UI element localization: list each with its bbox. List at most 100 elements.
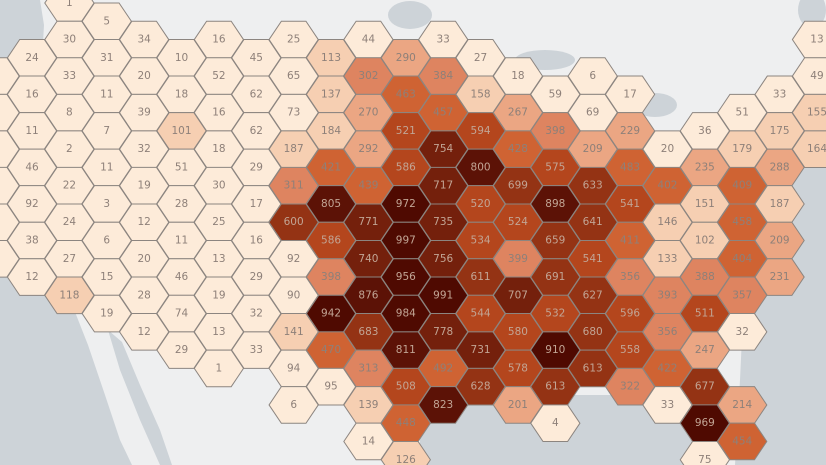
hex-bin[interactable]: 13	[193, 313, 245, 351]
hex-bin[interactable]: 33	[642, 386, 693, 424]
hex-bin[interactable]: 17	[231, 185, 282, 223]
hex-bin[interactable]: 201	[492, 386, 544, 424]
hex-count-label: 17	[623, 88, 636, 100]
hex-count-label: 541	[620, 198, 640, 210]
hex-count-label: 11	[100, 161, 113, 173]
hex-bin[interactable]: 740	[343, 239, 394, 278]
hex-bin[interactable]: 558	[604, 331, 656, 369]
hex-bin[interactable]: 524	[492, 203, 544, 242]
hex-bin[interactable]: 384	[417, 57, 469, 95]
hex-bin[interactable]: 11	[6, 112, 58, 150]
hex-bin[interactable]: 627	[567, 276, 618, 315]
hex-count-label: 137	[321, 88, 341, 100]
hex-bin[interactable]: 187	[754, 185, 805, 223]
hex-count-label: 19	[100, 308, 113, 320]
hex-bin[interactable]: 101	[156, 112, 207, 150]
hex-bin[interactable]: 179	[717, 130, 768, 168]
hex-bin[interactable]: 16	[231, 221, 282, 260]
hex-bin[interactable]: 231	[754, 258, 805, 296]
hex-count-label: 483	[620, 161, 640, 173]
hex-count-label: 29	[175, 344, 188, 356]
hex-bin[interactable]: 92	[268, 239, 319, 278]
hex-count-label: 13	[212, 326, 225, 338]
hex-count-label: 534	[471, 235, 491, 247]
hex-bin[interactable]: 422	[642, 349, 693, 388]
hex-bin[interactable]: 49	[791, 57, 826, 95]
hex-bin[interactable]: 454	[717, 422, 768, 461]
hex-bin[interactable]: 421	[305, 148, 357, 187]
hex-count-label: 611	[471, 271, 491, 283]
hex-bin[interactable]: 778	[417, 313, 469, 351]
hex-bin[interactable]: 16	[193, 20, 245, 59]
hex-bin[interactable]: 32	[717, 313, 768, 351]
hex-count-label: 102	[695, 235, 715, 247]
hex-bin[interactable]: 113	[305, 39, 357, 77]
hex-count-label: 270	[358, 107, 378, 119]
hex-bin[interactable]: 969	[679, 404, 731, 443]
hex-bin[interactable]: 448	[380, 404, 432, 443]
hex-bin[interactable]: 16	[6, 75, 58, 114]
hex-count-label: 95	[324, 381, 337, 393]
hex-count-label: 290	[396, 52, 416, 64]
hex-bin[interactable]: 12	[6, 258, 58, 296]
hex-cell	[717, 422, 768, 461]
hex-bin[interactable]: 209	[754, 221, 805, 260]
hex-bin[interactable]: 118	[44, 276, 95, 315]
hex-bin[interactable]: 14	[343, 422, 394, 461]
hex-count-label: 158	[471, 88, 491, 100]
hex-bin[interactable]: 311	[268, 166, 319, 205]
hex-count-label: 12	[137, 326, 150, 338]
hex-count-label: 356	[620, 271, 640, 283]
hex-bin[interactable]: 247	[679, 331, 731, 369]
hex-bin[interactable]: 69	[567, 93, 618, 132]
hex-count-label: 521	[396, 125, 416, 137]
hex-bin[interactable]: 17	[604, 75, 656, 114]
hex-count-label: 12	[25, 271, 38, 283]
hex-count-label: 409	[732, 180, 752, 192]
hex-bin[interactable]: 11	[81, 148, 132, 187]
hex-bin[interactable]: 735	[417, 203, 469, 242]
hex-count-label: 677	[695, 381, 715, 393]
hex-bin[interactable]: 126	[380, 440, 432, 465]
hex-bin[interactable]: 20	[118, 57, 170, 95]
hex-bin[interactable]: 16	[193, 93, 245, 132]
hex-bin[interactable]: 65	[268, 57, 319, 95]
hex-bin[interactable]: 356	[604, 258, 656, 296]
hex-bin[interactable]: 580	[492, 313, 544, 351]
hex-bin[interactable]: 4	[530, 404, 581, 443]
hex-count-label: 33	[436, 34, 449, 46]
hex-bin[interactable]: 214	[717, 386, 768, 424]
hex-bin[interactable]: 611	[455, 258, 506, 296]
hex-bin[interactable]: 717	[417, 166, 469, 205]
hex-bin[interactable]: 32	[231, 294, 282, 333]
hex-count-label: 27	[474, 52, 487, 64]
hex-bin[interactable]: 62	[231, 112, 282, 150]
hex-bin[interactable]: 19	[81, 294, 132, 333]
hex-bin[interactable]: 267	[492, 93, 544, 132]
hex-count-label: 448	[396, 417, 416, 429]
hex-bin[interactable]: 398	[305, 258, 357, 296]
hex-bin[interactable]: 532	[530, 294, 581, 333]
hex-count-label: 520	[471, 198, 491, 210]
hex-bin[interactable]: 756	[417, 239, 469, 278]
hex-bin[interactable]: 94	[268, 349, 319, 388]
hex-bin[interactable]: 659	[530, 221, 581, 260]
hex-count-label: 27	[63, 253, 76, 265]
hex-bin[interactable]: 102	[679, 221, 731, 260]
hex-bin[interactable]: 33	[417, 20, 469, 59]
hex-count-label: 942	[321, 308, 341, 320]
hex-bin[interactable]: 13	[791, 20, 826, 59]
hex-count-label: 699	[508, 180, 528, 192]
hex-count-label: 32	[137, 143, 150, 155]
hex-bin[interactable]: 12	[118, 313, 170, 351]
hex-count-label: 5	[103, 15, 110, 27]
hex-bin[interactable]: 33	[754, 75, 805, 114]
hex-bin[interactable]: 32	[118, 130, 170, 168]
hex-bin[interactable]: 11	[81, 75, 132, 114]
hex-bin[interactable]: 641	[567, 203, 618, 242]
hex-bin[interactable]: 683	[343, 313, 394, 351]
hex-bin[interactable]: 29	[231, 148, 282, 187]
hex-bin[interactable]: 20	[118, 239, 170, 278]
hex-bin[interactable]: 628	[455, 367, 506, 406]
hex-bin[interactable]: 164	[791, 130, 826, 168]
